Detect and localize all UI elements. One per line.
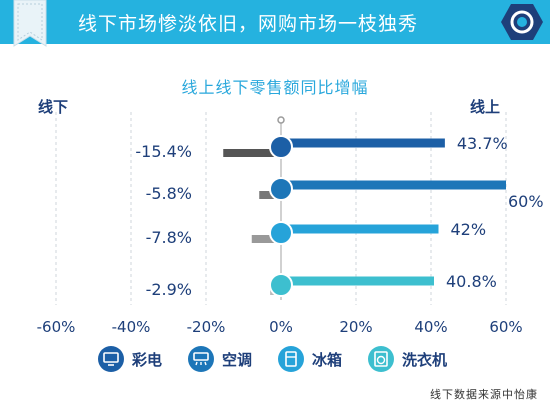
legend-label: 彩电	[132, 350, 163, 369]
axis-marker-icon	[277, 116, 285, 124]
air-conditioner-icon	[188, 346, 214, 372]
online-value-label: 42%	[451, 220, 487, 239]
offline-label: 线下	[38, 98, 69, 116]
tv-icon	[98, 346, 124, 372]
x-tick-label: 0%	[269, 318, 293, 336]
x-tick-label: 60%	[489, 318, 522, 336]
offline-bar	[259, 191, 281, 199]
x-tick-label: -60%	[37, 318, 76, 336]
x-tick-label: 20%	[339, 318, 372, 336]
tv-icon	[269, 135, 293, 159]
online-bar	[281, 138, 445, 148]
source-note: 线下数据来源中怡康	[430, 388, 538, 401]
offline-value-label: -5.8%	[146, 184, 192, 203]
online-label: 线上	[470, 98, 501, 116]
legend-label: 洗衣机	[402, 350, 448, 369]
legend-item-fridge: 冰箱	[278, 344, 342, 374]
legend-item-tv: 彩电	[98, 344, 162, 374]
air-conditioner-icon	[269, 177, 293, 201]
offline-value-label: -2.9%	[146, 280, 192, 299]
x-tick-label: -20%	[187, 318, 226, 336]
legend-label: 冰箱	[312, 350, 343, 369]
offline-bar	[251, 235, 281, 243]
offline-bar	[223, 149, 281, 157]
online-value-label: 60%	[508, 192, 544, 211]
legend-item-washing-machine: 洗衣机	[368, 344, 447, 374]
online-value-label: 40.8%	[446, 272, 497, 291]
legend-item-air-conditioner: 空调	[188, 344, 252, 374]
x-tick-label: -40%	[112, 318, 151, 336]
washing-machine-icon	[269, 273, 293, 297]
legend-label: 空调	[222, 350, 253, 369]
online-bar	[281, 276, 434, 286]
online-bar	[281, 224, 439, 234]
hexagon-logo-icon	[501, 4, 543, 40]
offline-value-label: -15.4%	[135, 142, 192, 161]
bookmark-flag-icon	[13, 0, 47, 47]
header-banner: 线下市场惨淡依旧，网购市场一枝独秀	[0, 0, 550, 47]
chart-title: 线上线下零售额同比增幅	[181, 78, 369, 97]
offline-value-label: -7.8%	[146, 228, 192, 247]
page-title: 线下市场惨淡依旧，网购市场一枝独秀	[78, 13, 419, 35]
online-bar	[281, 180, 506, 190]
washing-machine-icon	[368, 346, 394, 372]
fridge-icon	[269, 221, 293, 245]
online-value-label: 43.7%	[457, 134, 508, 153]
x-tick-label: 40%	[414, 318, 447, 336]
fridge-icon	[278, 346, 304, 372]
